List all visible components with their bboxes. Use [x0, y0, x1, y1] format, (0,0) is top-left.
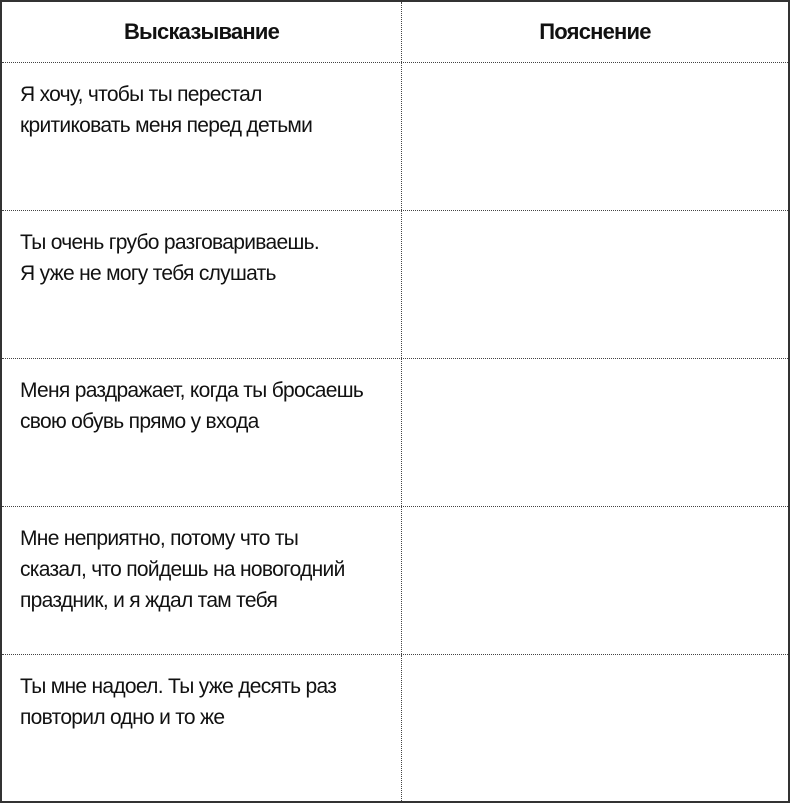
statement-line: сказал, что пойдешь на новогодний [20, 558, 345, 581]
table-row: Меня раздражает, когда ты бросаешь свою о… [2, 358, 788, 506]
statement-line: Мне неприятно, потому что ты [20, 527, 299, 550]
explanation-cell[interactable] [402, 211, 788, 358]
statement-cell: Ты очень грубо разговариваешь. Я уже не м… [2, 211, 402, 358]
statement-line: Ты очень грубо разговариваешь. [20, 231, 320, 254]
statement-cell: Ты мне надоел. Ты уже десять раз повторил… [2, 655, 402, 801]
statement-cell: Меня раздражает, когда ты бросаешь свою о… [2, 359, 402, 506]
header-explanation: Пояснение [539, 19, 651, 44]
table-row: Ты мне надоел. Ты уже десять раз повторил… [2, 654, 788, 801]
statement-cell: Мне неприятно, потому что ты сказал, что … [2, 507, 402, 654]
table-row: Мне неприятно, потому что ты сказал, что … [2, 506, 788, 654]
explanation-cell[interactable] [402, 359, 788, 506]
explanation-cell[interactable] [402, 63, 788, 210]
table-row: Я хочу, чтобы ты перестал критиковать мен… [2, 62, 788, 210]
statement-line: Меня раздражает, когда ты бросаешь [20, 379, 364, 402]
statement-line: критиковать меня перед детьми [20, 114, 313, 137]
explanation-cell[interactable] [402, 655, 788, 801]
statement-line: Я уже не могу тебя слушать [20, 262, 276, 285]
table-header: Высказывание Пояснение [2, 2, 788, 62]
statement-line: свою обувь прямо у входа [20, 410, 259, 433]
statement-line: праздник, и я ждал там тебя [20, 589, 278, 612]
header-statement: Высказывание [2, 2, 402, 62]
statement-line: Я хочу, чтобы ты перестал [20, 83, 262, 106]
explanation-cell[interactable] [402, 507, 788, 654]
statement-line: повторил одно и то же [20, 706, 225, 729]
statement-cell: Я хочу, чтобы ты перестал критиковать мен… [2, 63, 402, 210]
statement-line: Ты мне надоел. Ты уже десять раз [20, 675, 337, 698]
table-row: Ты очень грубо разговариваешь. Я уже не м… [2, 210, 788, 358]
